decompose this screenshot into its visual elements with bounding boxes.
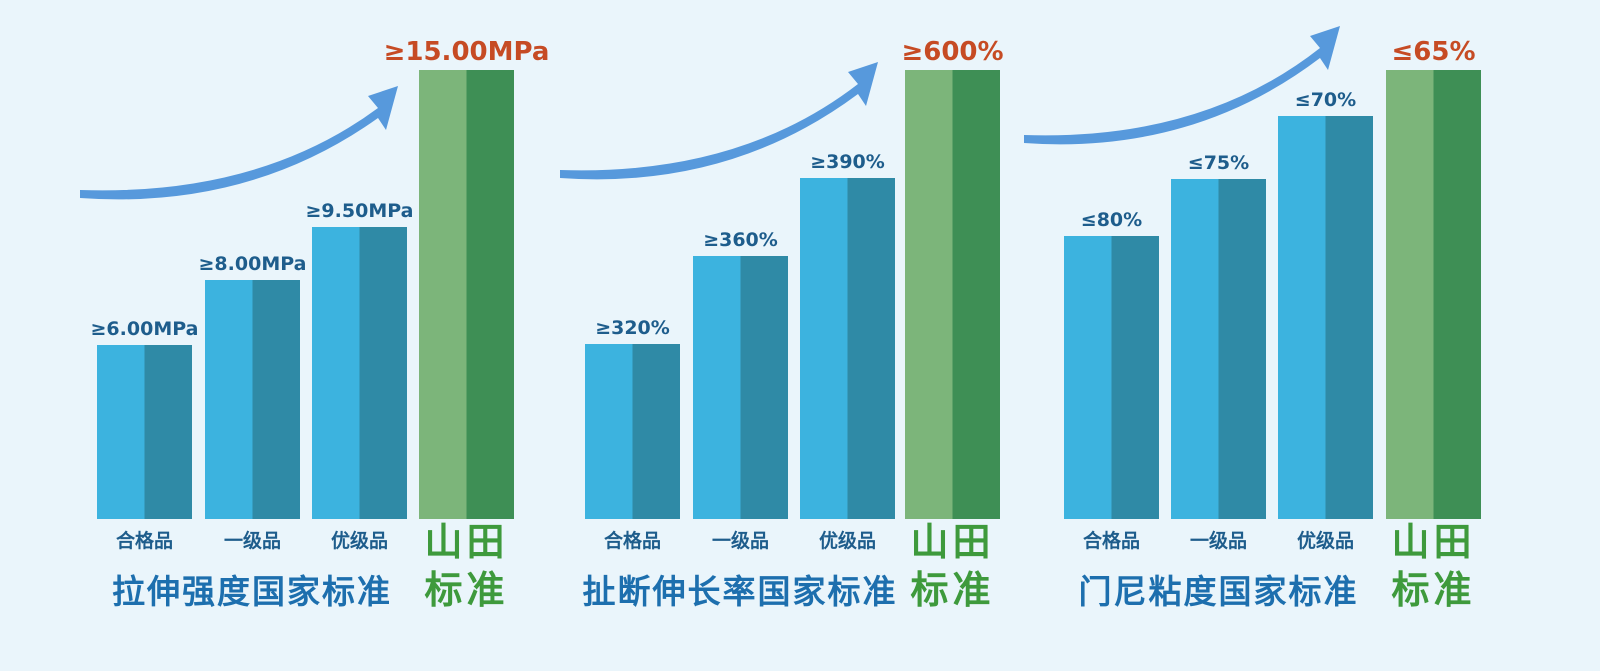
bar-1-4-left [419, 70, 467, 519]
brand-label-line1-3: 山田 [1391, 520, 1475, 564]
bar-2-4-left [905, 70, 953, 519]
bar-1-1-right [144, 345, 192, 519]
panel-title-2: 扯断伸长率国家标准 [583, 572, 898, 611]
bar-1-3-left [312, 227, 360, 519]
value-label-1-2: ≥8.00MPa [199, 253, 307, 275]
value-label-2-3: ≥390% [810, 151, 885, 173]
category-label-1-1: 合格品 [116, 529, 173, 552]
value-label-3-3: ≤70% [1295, 89, 1356, 111]
category-label-3-1: 合格品 [1083, 529, 1140, 552]
value-label-2-4: ≥600% [901, 37, 1003, 67]
bar-1-4-right [466, 70, 514, 519]
brand-label-line2-2: 标准 [910, 568, 994, 612]
bar-1-2-left [205, 280, 253, 519]
category-label-1-3: 优级品 [331, 529, 388, 552]
bar-3-4-right [1433, 70, 1481, 519]
bar-3-2-right [1218, 179, 1266, 519]
category-label-3-2: 一级品 [1190, 529, 1247, 552]
bar-2-1-right [632, 344, 680, 519]
bar-2-1-left [585, 344, 633, 519]
category-label-2-2: 一级品 [712, 529, 769, 552]
panel-title-1: 拉伸强度国家标准 [112, 572, 392, 611]
brand-label-line2-3: 标准 [1391, 568, 1475, 612]
bar-2-3-right [847, 178, 895, 519]
bar-3-3-right [1325, 116, 1373, 519]
value-label-1-3: ≥9.50MPa [306, 200, 414, 222]
category-label-1-2: 一级品 [224, 529, 281, 552]
bar-2-4-right [952, 70, 1000, 519]
bar-3-2-left [1171, 179, 1219, 519]
value-label-1-4: ≥15.00MPa [384, 37, 550, 67]
brand-label-line2-1: 标准 [424, 568, 508, 612]
bar-2-2-right [740, 256, 788, 519]
category-label-2-3: 优级品 [819, 529, 876, 552]
trend-arrow-icon [560, 62, 878, 180]
value-label-2-2: ≥360% [703, 229, 778, 251]
bar-3-3-left [1278, 116, 1326, 519]
bar-2-3-left [800, 178, 848, 519]
trend-arrow-icon [80, 86, 398, 200]
bar-1-2-right [252, 280, 300, 519]
category-label-2-1: 合格品 [604, 529, 661, 552]
brand-label-line1-2: 山田 [910, 520, 994, 564]
category-label-3-3: 优级品 [1297, 529, 1354, 552]
bar-2-2-left [693, 256, 741, 519]
value-label-1-1: ≥6.00MPa [91, 318, 199, 340]
bar-3-4-left [1386, 70, 1434, 519]
bar-3-1-right [1111, 236, 1159, 519]
value-label-3-1: ≤80% [1081, 209, 1142, 231]
value-label-3-2: ≤75% [1188, 152, 1249, 174]
brand-label-line1-1: 山田 [424, 520, 508, 564]
panel-title-3: 门尼粘度国家标准 [1079, 572, 1359, 611]
bar-1-1-left [97, 345, 145, 519]
value-label-2-1: ≥320% [595, 317, 670, 339]
trend-arrow-icon [1024, 26, 1340, 145]
value-label-3-4: ≤65% [1391, 37, 1475, 67]
bar-3-1-left [1064, 236, 1112, 519]
bar-1-3-right [359, 227, 407, 519]
